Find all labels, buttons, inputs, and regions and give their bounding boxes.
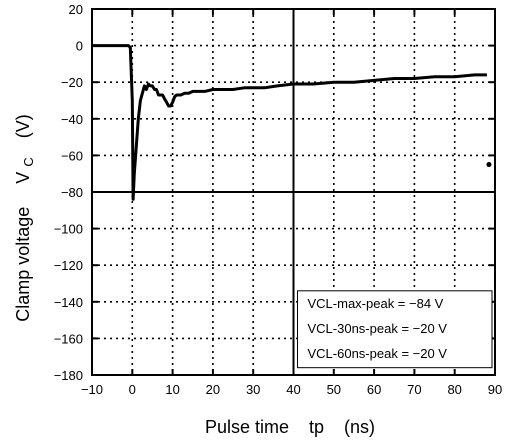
y-axis-symbol: V bbox=[13, 172, 33, 184]
svg-text:Clamp voltage V C: Clamp voltage V C (V) bbox=[13, 114, 37, 322]
x-tick-label: 80 bbox=[447, 382, 461, 397]
series-line-0 bbox=[92, 44, 487, 201]
x-tick-label: 40 bbox=[286, 382, 300, 397]
reference-lines bbox=[92, 9, 495, 375]
y-tick-label: −100 bbox=[54, 222, 83, 237]
x-tick-label: 10 bbox=[165, 382, 179, 397]
x-tick-label: 20 bbox=[206, 382, 220, 397]
outlier-point bbox=[486, 162, 492, 168]
x-tick-label: 30 bbox=[246, 382, 260, 397]
x-tick-labels: −10 0 10 20 30 40 50 60 70 80 90 bbox=[81, 382, 502, 397]
legend-item-30ns-peak: VCL-30ns-peak = −20 V bbox=[308, 321, 448, 336]
y-tick-label: −160 bbox=[54, 331, 83, 346]
y-tick-label: 20 bbox=[69, 2, 83, 17]
y-tick-label: −60 bbox=[61, 148, 83, 163]
y-tick-label: −180 bbox=[54, 368, 83, 383]
y-tick-label: 0 bbox=[76, 39, 83, 54]
x-tick-label: 70 bbox=[407, 382, 421, 397]
x-tick-label: 90 bbox=[488, 382, 502, 397]
y-tick-labels: 20 0 −20 −40 −60 −80 −100 −120 −140 −160 −180 bbox=[54, 2, 83, 383]
y-tick-label: −20 bbox=[61, 75, 83, 90]
y-tick-label: −80 bbox=[61, 185, 83, 200]
y-tick-label: −40 bbox=[61, 112, 83, 127]
x-tick-label: −10 bbox=[81, 382, 103, 397]
x-axis-title: Pulse time tp (ns) bbox=[205, 417, 375, 437]
series-group bbox=[92, 44, 492, 201]
legend-item-max-peak: VCL-max-peak = −84 V bbox=[308, 296, 444, 311]
legend-item-60ns-peak: VCL-60ns-peak = −20 V bbox=[308, 346, 448, 361]
y-axis-title: Clamp voltage V C (V) bbox=[13, 114, 37, 322]
y-tick-label: −140 bbox=[54, 295, 83, 310]
y-axis-title-main: Clamp voltage bbox=[13, 207, 33, 322]
x-tick-label: 50 bbox=[327, 382, 341, 397]
y-tick-label: −120 bbox=[54, 258, 83, 273]
x-tick-label: 0 bbox=[129, 382, 136, 397]
legend: VCL-max-peak = −84 V VCL-30ns-peak = −20… bbox=[297, 290, 493, 369]
legend-box bbox=[297, 290, 493, 369]
x-tick-label: 60 bbox=[367, 382, 381, 397]
y-axis-unit: (V) bbox=[13, 114, 33, 138]
y-axis-symbol-sub: C bbox=[21, 157, 36, 166]
